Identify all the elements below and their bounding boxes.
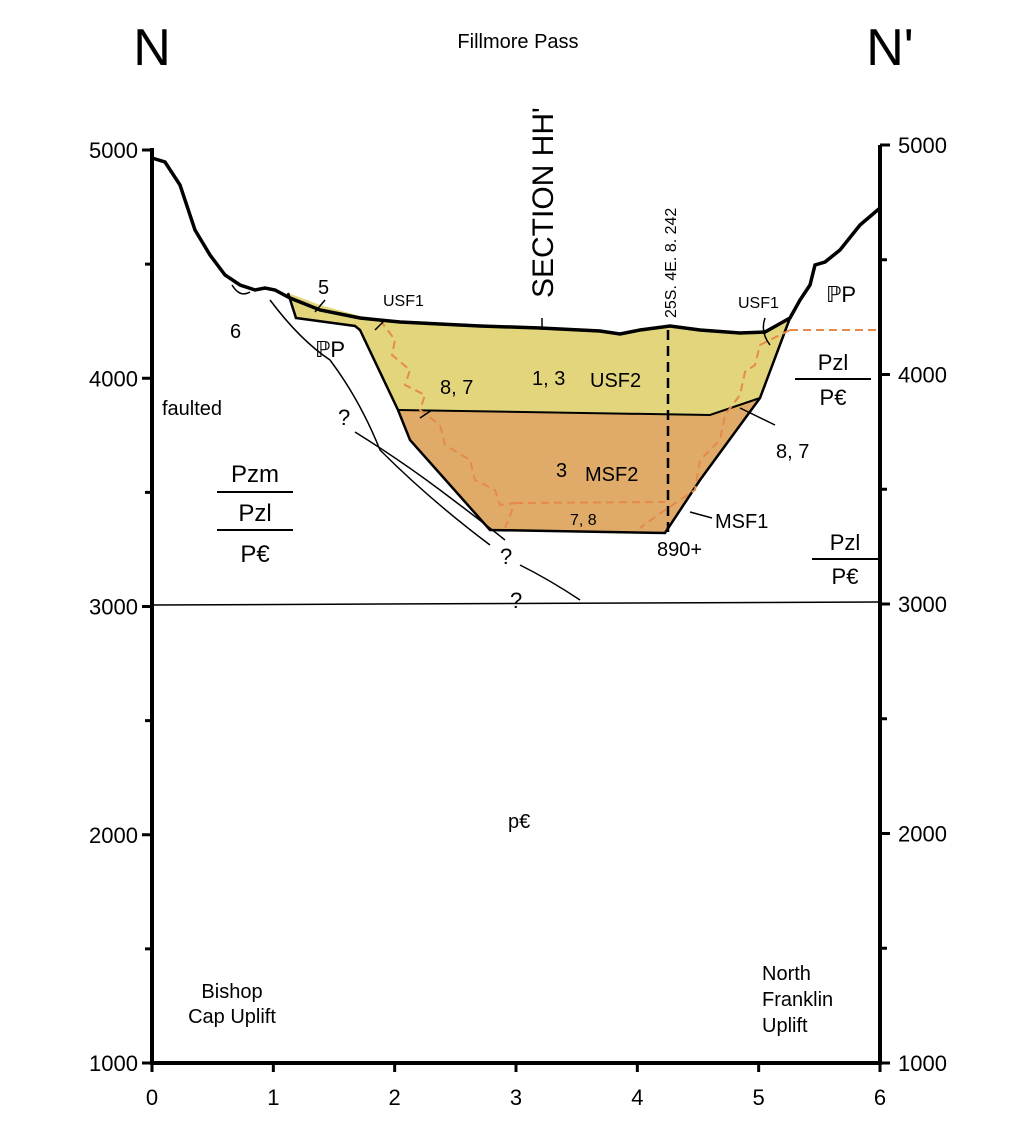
section-label: SECTION HH' [527,107,560,298]
unit-label: USF2 [590,370,641,392]
x-tick-label: 5 [753,1085,765,1110]
sample-label: 1, 3 [532,368,565,390]
y-tick-label: 1000 [89,1051,138,1076]
n-prime-label: N' [866,19,913,77]
x-tick-label: 0 [146,1085,158,1110]
well-label: 25S. 4E. 8. 242 [663,208,680,318]
y-tick-label: 3000 [89,595,138,620]
formation: Pzl [818,350,849,375]
usf-msf-contact [397,397,761,417]
title: Fillmore Pass [457,31,578,53]
unit-label: MSF1 [715,511,768,533]
region-label: Franklin [762,989,833,1011]
unit-label: 890+ [657,539,702,561]
x-tick-label: 1 [267,1085,279,1110]
region-label: Cap Uplift [188,1006,276,1028]
faults [151,284,881,606]
facies-lines [379,319,880,529]
y-tick-label: 5000 [89,138,138,163]
x-tick-label: 2 [389,1085,401,1110]
formation: Pzm [231,461,279,488]
unit-label: ℙP [826,282,856,307]
region-label: Bishop [201,981,262,1003]
question-mark: ? [338,405,350,430]
left-formations: Pzm Pzl P€ [217,461,293,568]
x-tick-label: 4 [631,1085,643,1110]
unit-label: USF1 [383,293,424,310]
unit-label: p€ [508,811,530,833]
formation: P€ [240,541,270,568]
msf-fill [398,398,760,533]
x-tick-label: 6 [874,1085,886,1110]
topography [151,156,882,336]
y-tick-label: 2000 [898,822,947,847]
y-tick-label: 3000 [898,592,947,617]
y-tick-label: 5000 [898,133,947,158]
question-mark: ? [500,544,512,569]
sample-label: 5 [318,277,329,299]
unit-label: USF1 [738,295,779,312]
n-label: N [133,19,171,77]
basin-outline [286,292,792,535]
region-label: North [762,963,811,985]
question-mark: ? [510,588,522,613]
x-tick-label: 3 [510,1085,522,1110]
formation: Pzl [830,530,861,555]
right-lower-formations: Pzl P€ [812,530,878,589]
y-tick-label: 2000 [89,823,138,848]
annotation: faulted [162,398,222,420]
sample-label: 6 [230,321,241,343]
y-tick-label: 4000 [898,363,947,388]
sample-label: 8, 7 [776,441,809,463]
sample-label: 7, 8 [570,512,597,529]
formation: P€ [832,564,859,589]
right-upper-formations: Pzl P€ [795,350,871,410]
unit-label: MSF2 [585,464,638,486]
y-tick-label: 1000 [898,1051,947,1076]
formation: P€ [820,385,847,410]
sample-label: 3 [556,460,567,482]
sample-label: 8, 7 [440,377,473,399]
region-label: Uplift [762,1015,808,1037]
formation: Pzl [238,500,271,527]
usf-fill [288,293,790,415]
y-tick-label: 4000 [89,366,138,391]
unit-label: ℙP [315,337,345,362]
